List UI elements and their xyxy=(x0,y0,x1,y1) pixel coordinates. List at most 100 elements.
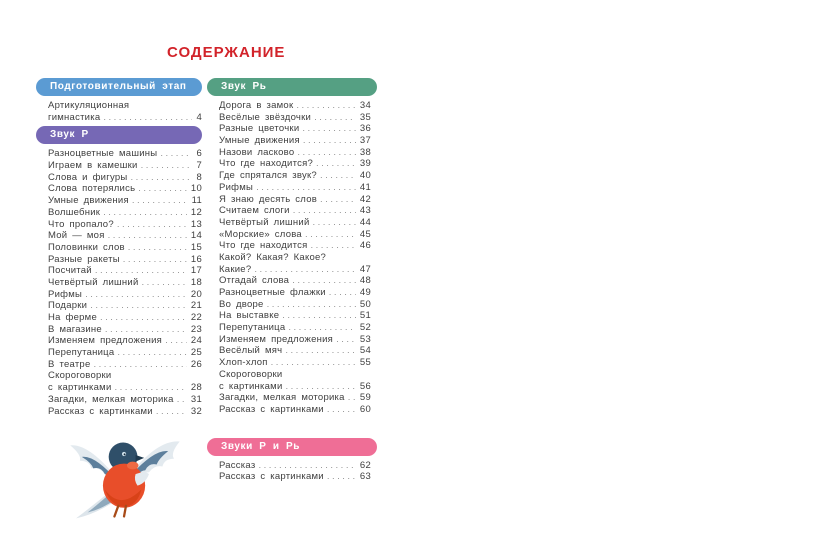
page-number: 35 xyxy=(355,111,371,124)
entry-label: Артикуляционная xyxy=(48,100,130,111)
page-number: 39 xyxy=(355,158,371,171)
page-number: 4 xyxy=(192,111,202,124)
toc-entry: Слова потерялись 10 xyxy=(48,183,202,196)
page-number: 44 xyxy=(355,216,371,229)
toc-entry: Слова и фигуры 8 xyxy=(48,171,202,184)
toc-entry: Четвёртый лишний 44 xyxy=(219,216,371,229)
toc-entry: Играем в камешки 7 xyxy=(48,160,202,172)
page-number: 42 xyxy=(355,193,371,206)
dot-leader xyxy=(129,195,202,206)
dot-leader xyxy=(326,287,371,298)
dot-leader xyxy=(112,382,202,393)
dot-leader xyxy=(127,172,202,183)
page-number: 47 xyxy=(355,263,371,276)
toc-entry: Разные ракеты 16 xyxy=(48,253,202,266)
dot-leader xyxy=(317,170,371,181)
entry-label: Что где находится xyxy=(219,240,308,252)
page-number: 62 xyxy=(355,459,371,472)
dot-leader xyxy=(114,347,202,358)
entry-label: Слова потерялись xyxy=(48,183,136,195)
page-number: 12 xyxy=(186,206,202,219)
toc-entry: Рифмы 20 xyxy=(48,288,202,301)
dot-leader xyxy=(114,219,202,230)
dot-leader xyxy=(120,254,202,265)
page-number: 17 xyxy=(186,265,202,277)
page-number: 48 xyxy=(355,275,371,287)
page-number: 21 xyxy=(186,300,202,312)
toc-entry: Умные движения 11 xyxy=(48,195,202,207)
page-number: 22 xyxy=(186,312,202,324)
toc-entry: Разноцветные машины 6 xyxy=(48,148,202,161)
entry-label: Перепутаница xyxy=(219,322,286,334)
page-number: 31 xyxy=(186,393,202,406)
dot-leader xyxy=(91,359,203,370)
entry-label: Половинки слов xyxy=(48,241,125,253)
page-number: 18 xyxy=(186,276,202,289)
toc-entry: Где спрятался звук? 40 xyxy=(219,170,371,182)
entry-label: Считаем слоги xyxy=(219,205,290,217)
toc-entry: гимнастика 4 xyxy=(48,111,202,124)
toc-entry: Какие? 47 xyxy=(219,263,371,276)
entry-label: Скороговорки xyxy=(48,370,112,382)
entry-label: Что где находится? xyxy=(219,158,314,170)
page-number: 28 xyxy=(186,382,202,394)
dot-leader xyxy=(125,242,202,253)
dot-leader xyxy=(310,217,371,228)
dot-leader xyxy=(290,205,371,216)
entry-label: Подарки xyxy=(48,300,88,312)
page-number: 23 xyxy=(186,323,202,336)
entry-label: Что пропало? xyxy=(48,218,114,230)
page-number: 20 xyxy=(186,288,202,301)
toc-entry: На выставке 51 xyxy=(219,310,371,323)
entry-label: Слова и фигуры xyxy=(48,171,128,183)
dot-leader xyxy=(87,300,202,311)
entry-label: В магазине xyxy=(48,323,102,335)
dot-leader xyxy=(317,194,371,205)
toc-entry: Какой? Какая? Какое? xyxy=(219,252,371,264)
entry-label: Весёлые звёздочки xyxy=(219,111,312,123)
toc-entry: Весёлый мяч 54 xyxy=(219,345,371,358)
section-sounds-r-and-r-soft: Звуки Р и РьРассказ62Рассказ с картинкам… xyxy=(207,437,377,483)
page-number: 63 xyxy=(355,471,371,483)
entry-label: Играем в камешки xyxy=(48,160,138,172)
dot-leader xyxy=(105,230,202,241)
toc-entry: Рассказ с картинками 32 xyxy=(48,405,202,418)
entry-label: Умные движения xyxy=(219,135,300,147)
toc-entry: Весёлые звёздочки 35 xyxy=(219,111,371,124)
entry-label: Где спрятался звук? xyxy=(219,170,317,182)
page-number: 40 xyxy=(355,170,371,182)
entry-label: Четвёртый лишний xyxy=(219,216,310,228)
section-sound-r: Звук Р Разноцветные машины6Играем в камеш… xyxy=(36,126,203,418)
page-number: 49 xyxy=(355,287,371,299)
toc-entry: Что где находится 46 xyxy=(219,240,371,252)
page-number: 38 xyxy=(355,146,371,159)
dot-leader xyxy=(289,275,371,286)
dot-leader xyxy=(162,335,202,346)
entry-label: Рассказ с картинками xyxy=(219,403,324,415)
entry-label: Перепутаница xyxy=(48,347,115,359)
page-number: 52 xyxy=(355,322,371,334)
page-number: 41 xyxy=(355,181,371,194)
entry-label: Загадки, мелкая моторика xyxy=(48,393,174,405)
page-number: 6 xyxy=(192,148,202,161)
toc-entry: Разноцветные флажки 49 xyxy=(219,287,371,299)
section-header: Звук Р xyxy=(36,126,202,145)
entry-label: Посчитай xyxy=(48,265,92,277)
toc-entry: с картинками 56 xyxy=(219,380,371,393)
dot-leader xyxy=(255,460,371,471)
entry-label: Дорога в замок xyxy=(219,100,294,111)
entry-label: Мой — моя xyxy=(48,230,105,242)
toc-entry: Волшебник 12 xyxy=(48,206,202,219)
page-number: 24 xyxy=(186,335,202,348)
toc-entry: В театре 26 xyxy=(48,358,203,371)
page-number: 15 xyxy=(186,241,202,254)
entry-label: Загадки, мелкая моторика xyxy=(219,392,345,404)
entry-label: с картинками xyxy=(48,382,112,394)
page-number: 16 xyxy=(186,253,202,266)
dot-leader xyxy=(100,207,202,218)
entry-label: Весёлый мяч xyxy=(219,345,283,357)
